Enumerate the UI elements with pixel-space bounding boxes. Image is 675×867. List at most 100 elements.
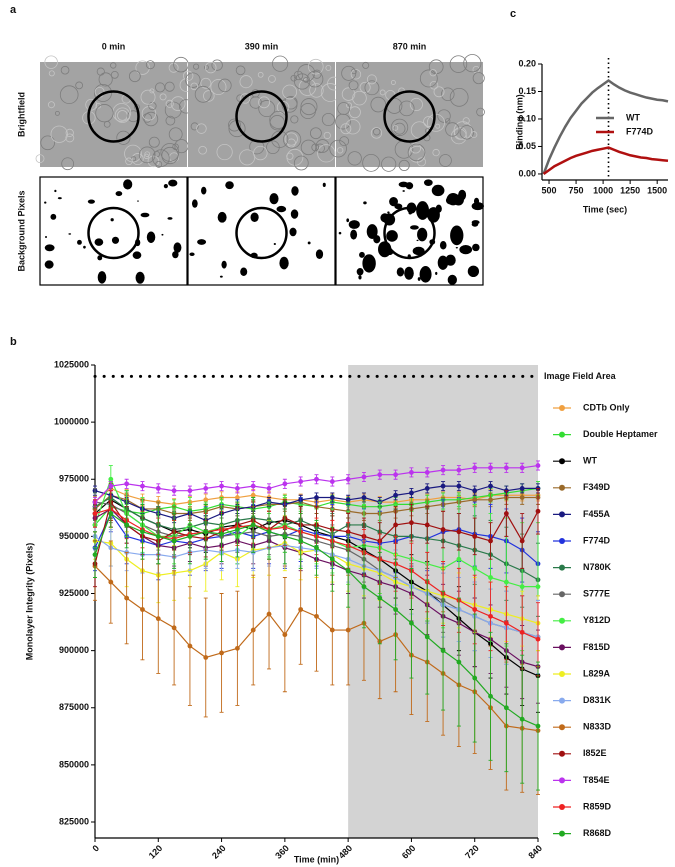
blob [435,204,442,213]
blob [45,235,48,239]
legend-label: D831K [583,695,612,705]
x-tick-label: 840 [526,843,544,861]
cell [350,69,362,80]
region [383,90,436,143]
cell [346,102,353,109]
data-point [92,511,98,516]
data-point [234,485,240,491]
cell [190,82,199,91]
blob [467,265,480,278]
data-point [519,465,525,471]
panel-label: a [10,4,17,16]
data-point [329,479,335,484]
legend-label: CDTb Only [583,402,630,412]
y-tick-label: 875000 [59,702,89,712]
data-point [298,607,304,612]
data-point [472,607,478,612]
cell [54,110,60,116]
cell [143,111,159,127]
legend-marker [559,458,565,465]
data-point [282,632,288,638]
column-title: 390 min [245,41,279,51]
data-point [314,613,319,619]
data-point [203,529,209,535]
cell [348,80,359,91]
data-point [250,627,256,633]
cell [303,77,309,83]
cell [168,127,183,142]
series-line [542,146,669,175]
data-point [329,556,335,562]
cell [65,128,74,137]
blob [276,205,287,213]
legend-label: R868D [583,828,612,838]
blob [221,260,227,269]
blob [473,197,480,205]
cell [185,72,201,88]
blob [338,231,342,235]
data-point [488,693,493,699]
blob [417,227,428,242]
cell [341,65,357,81]
blob [44,260,54,269]
data-point [409,520,414,526]
legend-marker [559,405,565,411]
y-tick-label: 900000 [59,645,89,655]
x-tick-label: 1500 [647,185,667,195]
cell [309,83,324,98]
blob [405,182,414,190]
legend-label: F349D [583,482,611,492]
cell [445,122,460,137]
data-point [250,522,256,528]
data-point [219,531,224,537]
blob [373,235,381,244]
blob [50,213,57,220]
cell [148,136,160,148]
data-point [377,595,383,601]
blob [315,249,324,260]
data-point [393,472,399,478]
region [235,90,288,143]
data-point [124,522,130,528]
cell [205,61,217,74]
blob [136,200,140,202]
cell [398,159,410,171]
blob [416,239,419,242]
cell [336,147,344,154]
legend-label: L829A [583,668,611,678]
data-point [314,476,319,482]
x-tick-label: 720 [463,843,481,861]
data-point [503,511,509,516]
cell [65,133,75,143]
cell [364,80,380,96]
image [187,176,336,286]
cell [294,73,311,90]
blob [404,266,414,280]
cell [125,157,133,166]
data-point [409,620,414,626]
cell [392,125,399,131]
blob [410,225,419,230]
cell [372,128,381,136]
cell [135,60,150,75]
cell [437,109,451,123]
blob [201,186,207,195]
chart: c 0.00 0.05 0.10 0.15 0.20 500 750 1000 1250 1500 B… [510,8,669,214]
series [92,497,541,791]
cell [340,123,352,135]
cell [449,87,469,107]
cell [110,70,119,79]
blob [447,274,457,285]
data-point [440,483,446,489]
cell [155,82,166,93]
cell [144,151,151,157]
y-tick-label: 0.15 [518,86,536,96]
cell [138,146,156,164]
image [336,62,483,167]
y-tick-label: 825000 [59,816,89,826]
y-tick-label: 0.05 [518,141,536,151]
data-point [140,529,145,535]
x-tick-label: 600 [400,843,418,861]
cell [341,87,356,101]
blob [366,224,378,239]
